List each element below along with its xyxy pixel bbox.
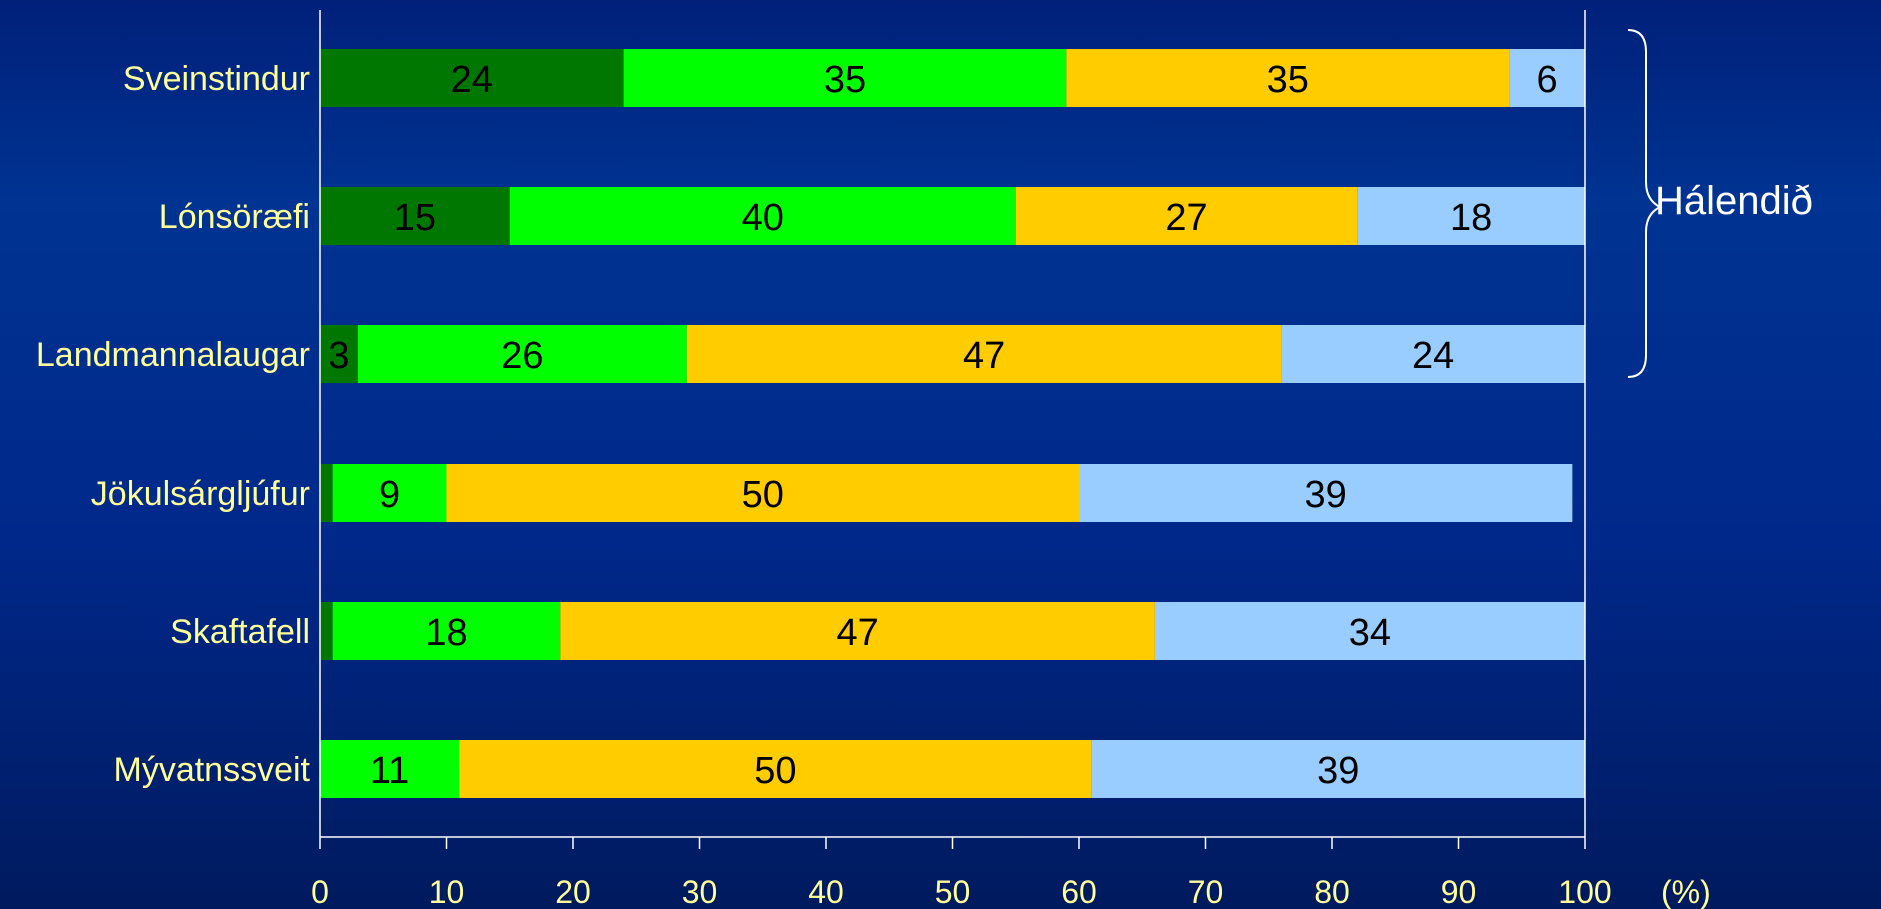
data-label: 39: [1305, 474, 1347, 516]
category-label: Skaftafell: [170, 613, 310, 651]
bar-segment: [332, 464, 447, 522]
data-label: 27: [1165, 197, 1207, 239]
data-label: 40: [742, 197, 784, 239]
group-label-halendid: Hálendið: [1655, 179, 1813, 223]
bar-segment: [509, 187, 1016, 245]
bar-segment: [332, 602, 561, 660]
bar-segment: [320, 325, 358, 383]
x-tick-label: 60: [1061, 874, 1097, 909]
bar-segment: [623, 49, 1067, 107]
data-label: 24: [451, 59, 493, 101]
x-tick-label: 50: [935, 874, 971, 909]
category-label: Jökulsárgljúfur: [91, 475, 310, 513]
bar-segment: [1079, 464, 1573, 522]
data-label: 50: [742, 474, 784, 516]
bar-segment: [357, 325, 687, 383]
bar-segment: [1281, 325, 1585, 383]
x-tick-label: 90: [1441, 874, 1477, 909]
category-label: Landmannalaugar: [36, 336, 310, 374]
segment-labels-layer: 24 35 35 6 15 40 27 18 3 26 47 24 9 50 39 18 47 34 11 50 39: [328, 59, 1557, 792]
x-ticks-layer: 0 10 20 30 40 50 60 70 80 90 100: [311, 837, 1612, 909]
category-label: Mývatnssveit: [114, 751, 311, 789]
data-label: 6: [1536, 59, 1557, 101]
x-tick-label: 70: [1188, 874, 1224, 909]
category-label: Lónsöræfi: [159, 198, 310, 236]
bar-segment: [1015, 187, 1358, 245]
bar-segment: [320, 464, 333, 522]
data-label: 50: [754, 750, 796, 792]
data-label: 15: [394, 197, 436, 239]
bar-segment: [1154, 602, 1585, 660]
data-label: 47: [963, 335, 1005, 377]
data-label: 47: [836, 612, 878, 654]
data-label: 24: [1412, 335, 1454, 377]
x-unit-label: (%): [1661, 874, 1711, 909]
data-label: 34: [1349, 612, 1391, 654]
bar-segment: [320, 740, 460, 798]
bar-segment: [320, 49, 624, 107]
bar-segment: [459, 740, 1092, 798]
x-tick-label: 30: [682, 874, 718, 909]
data-label: 35: [1267, 59, 1309, 101]
x-tick-label: 80: [1314, 874, 1350, 909]
bar-segment: [1357, 187, 1585, 245]
bar-segment: [1091, 740, 1585, 798]
x-tick-label: 100: [1558, 874, 1611, 909]
bar-segment: [320, 602, 333, 660]
category-label: Sveinstindur: [123, 60, 310, 98]
data-label: 3: [328, 335, 349, 377]
x-tick-label: 0: [311, 874, 329, 909]
x-tick-label: 20: [555, 874, 591, 909]
bar-segment: [1509, 49, 1585, 107]
data-label: 18: [425, 612, 467, 654]
data-label: 18: [1450, 197, 1492, 239]
data-label: 39: [1317, 750, 1359, 792]
group-brace: [1627, 29, 1663, 378]
bar-segment: [1066, 49, 1510, 107]
category-labels-layer: Sveinstindur Lónsöræfi Landmannalaugar Jöku…: [36, 60, 311, 789]
data-label: 9: [379, 474, 400, 516]
data-label: 35: [824, 59, 866, 101]
bars-layer: [320, 49, 1585, 798]
data-label: 11: [370, 750, 409, 792]
bar-segment: [560, 602, 1155, 660]
x-tick-label: 40: [808, 874, 844, 909]
x-tick-label: 10: [429, 874, 465, 909]
bar-segment: [446, 464, 1079, 522]
bar-segment: [686, 325, 1282, 383]
data-label: 26: [501, 335, 543, 377]
bar-segment: [320, 187, 510, 245]
